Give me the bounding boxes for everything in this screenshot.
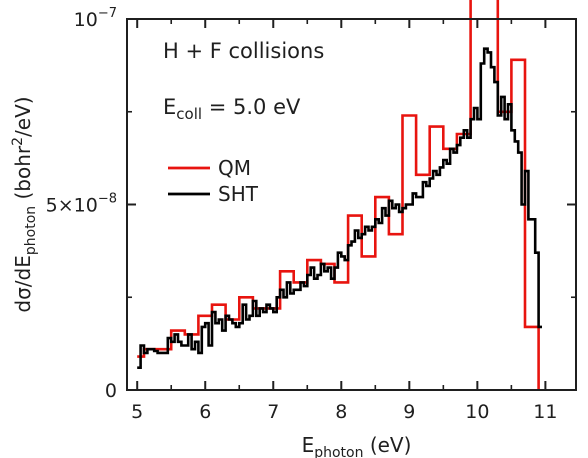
x-tick-label: 7 — [267, 401, 279, 423]
y-tick-label: 5×10−8 — [46, 192, 117, 217]
x-axis-title: Ephoton (eV) — [302, 433, 412, 458]
y-tick-label: 0 — [105, 380, 117, 402]
y-axis-title: dσ/dEphoton (bohr2/eV) — [10, 96, 39, 312]
annotation-ecoll: Ecoll = 5.0 eV — [163, 95, 301, 123]
labels-layer: 5 6 7 8 9 10 11 0 5×10−8 10−7 Ephoton (eV) dσ/dEpho… — [10, 6, 557, 458]
x-tick-label: 11 — [533, 401, 557, 423]
series-line-sht — [137, 47, 542, 369]
legend-label-qm: QM — [218, 156, 251, 180]
x-tick-label: 9 — [403, 401, 415, 423]
series-layer — [137, 0, 542, 390]
annotation-collisions: H + F collisions — [163, 39, 324, 63]
x-tick-label: 5 — [131, 401, 143, 423]
legend-label-sht: SHT — [218, 182, 259, 206]
y-tick-label: 10−7 — [74, 6, 117, 31]
x-tick-label: 6 — [199, 401, 211, 423]
x-tick-label: 8 — [335, 401, 347, 423]
x-tick-label: 10 — [465, 401, 489, 423]
ticks-layer — [127, 18, 576, 391]
